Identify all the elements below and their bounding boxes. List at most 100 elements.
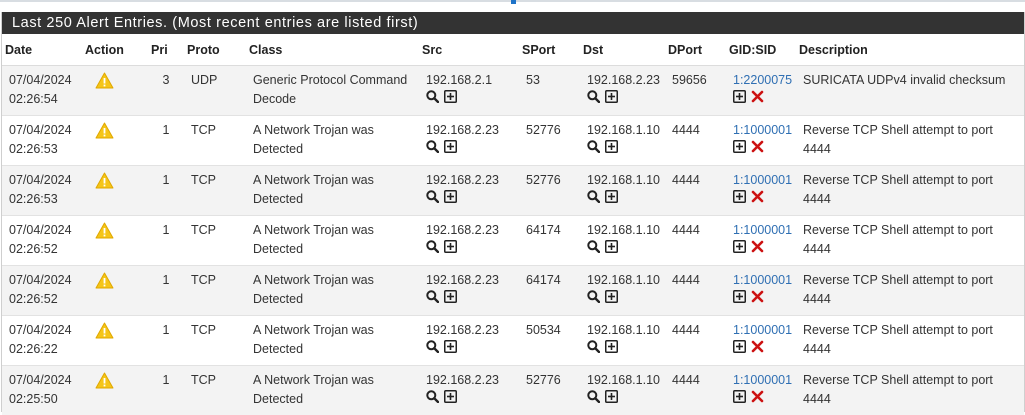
col-date[interactable]: Date [2,34,82,66]
cell-pri: 1 [148,166,184,216]
plus-box-icon[interactable] [444,240,457,259]
cell-dport: 4444 [665,266,726,316]
plus-box-icon[interactable] [444,340,457,359]
class-text-2: Detected [253,290,419,309]
cell-sport: 64174 [519,216,580,266]
src-ip: 192.168.2.23 [426,171,519,190]
gidsid-link[interactable]: 1:1000001 [733,171,796,190]
cell-sport: 50534 [519,316,580,366]
plus-box-icon[interactable] [733,390,746,409]
col-sport[interactable]: SPort [519,34,580,66]
plus-box-icon[interactable] [605,290,618,309]
cell-dst: 192.168.1.10 [580,316,665,366]
search-icon[interactable] [587,140,600,159]
gidsid-link[interactable]: 1:1000001 [733,321,796,340]
close-icon[interactable] [751,240,764,259]
class-text: A Network Trojan was [253,271,419,290]
cell-sport: 64174 [519,266,580,316]
time-text: 02:26:54 [9,90,82,109]
description-text: SURICATA UDPv4 invalid checksum [803,71,1024,90]
cell-dst: 192.168.1.10 [580,166,665,216]
search-icon[interactable] [587,340,600,359]
cell-gidsid: 1:2200075 [726,66,796,116]
warning-icon [89,378,114,392]
cell-action [82,116,148,166]
date-text: 07/04/2024 [9,71,82,90]
time-text: 02:26:52 [9,290,82,309]
search-icon[interactable] [587,290,600,309]
gidsid-link[interactable]: 1:2200075 [733,71,796,90]
plus-box-icon[interactable] [605,90,618,109]
time-text: 02:26:22 [9,340,82,359]
class-text-2: Detected [253,190,419,209]
plus-box-icon[interactable] [733,290,746,309]
plus-box-icon[interactable] [605,140,618,159]
search-icon[interactable] [426,140,439,159]
plus-box-icon[interactable] [605,340,618,359]
plus-box-icon[interactable] [733,140,746,159]
plus-box-icon[interactable] [605,390,618,409]
search-icon[interactable] [426,190,439,209]
col-dst[interactable]: Dst [580,34,665,66]
close-icon[interactable] [751,390,764,409]
gidsid-link[interactable]: 1:1000001 [733,221,796,240]
cell-pri: 1 [148,366,184,415]
plus-box-icon[interactable] [444,90,457,109]
search-icon[interactable] [426,290,439,309]
warning-icon [89,328,114,342]
gidsid-link[interactable]: 1:1000001 [733,371,796,390]
col-class[interactable]: Class [246,34,419,66]
col-proto[interactable]: Proto [184,34,246,66]
search-icon[interactable] [426,90,439,109]
close-icon[interactable] [751,90,764,109]
description-text-2: 4444 [803,340,1024,359]
time-text: 02:26:53 [9,190,82,209]
col-dport[interactable]: DPort [665,34,726,66]
gidsid-link[interactable]: 1:1000001 [733,121,796,140]
close-icon[interactable] [751,340,764,359]
class-text-2: Detected [253,140,419,159]
plus-box-icon[interactable] [605,190,618,209]
col-description[interactable]: Description [796,34,1024,66]
search-icon[interactable] [426,340,439,359]
plus-box-icon[interactable] [444,140,457,159]
search-icon[interactable] [587,190,600,209]
col-src[interactable]: Src [419,34,519,66]
col-action[interactable]: Action [82,34,148,66]
dst-ip: 192.168.1.10 [587,371,665,390]
close-icon[interactable] [751,290,764,309]
class-text-2: Detected [253,390,419,409]
plus-box-icon[interactable] [733,90,746,109]
plus-box-icon[interactable] [444,390,457,409]
col-gidsid[interactable]: GID:SID [726,34,796,66]
cell-src: 192.168.2.23 [419,266,519,316]
plus-box-icon[interactable] [444,290,457,309]
search-icon[interactable] [426,390,439,409]
plus-box-icon[interactable] [733,190,746,209]
gidsid-link[interactable]: 1:1000001 [733,271,796,290]
search-icon[interactable] [587,90,600,109]
cell-proto: UDP [184,66,246,116]
search-icon[interactable] [426,240,439,259]
class-text-2: Detected [253,340,419,359]
col-pri[interactable]: Pri [148,34,184,66]
close-icon[interactable] [751,140,764,159]
plus-box-icon[interactable] [444,190,457,209]
description-text-2: 4444 [803,140,1024,159]
plus-box-icon[interactable] [733,240,746,259]
src-ip: 192.168.2.23 [426,121,519,140]
close-icon[interactable] [751,190,764,209]
cell-src: 192.168.2.23 [419,316,519,366]
search-icon[interactable] [587,390,600,409]
search-icon[interactable] [587,240,600,259]
plus-box-icon[interactable] [733,340,746,359]
plus-box-icon[interactable] [605,240,618,259]
